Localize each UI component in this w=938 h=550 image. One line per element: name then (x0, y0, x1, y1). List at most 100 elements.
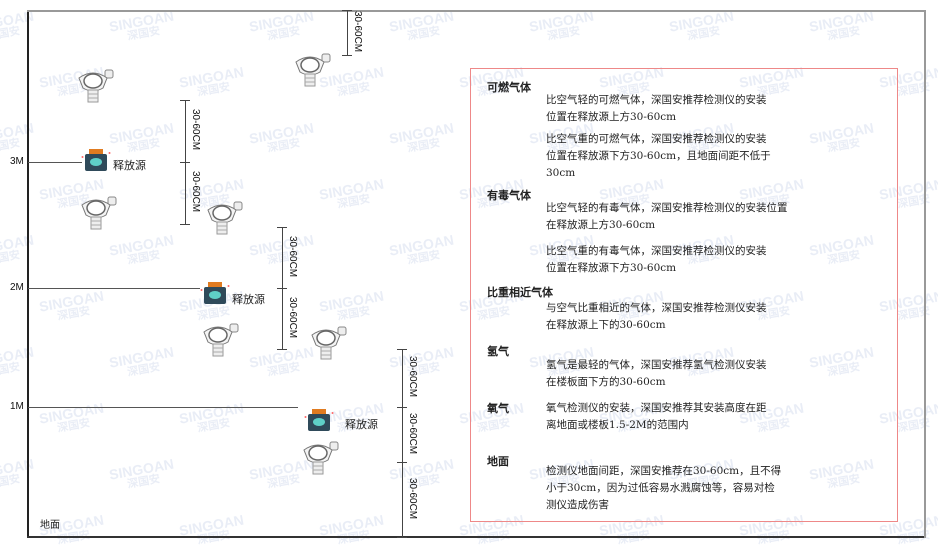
section-title: 比重相近气体 (487, 286, 553, 299)
section-text: 比空气重的可燃气体，深国安推荐检测仪的安装 (546, 133, 767, 145)
dimension-tick (342, 55, 352, 56)
level-2m-line (28, 288, 200, 289)
section-title: 地面 (487, 455, 509, 468)
dimension-tick (277, 227, 287, 228)
release-source-label: 释放源 (345, 418, 378, 431)
dimension-line (185, 100, 186, 162)
level-2m-label: 2M (10, 282, 24, 293)
level-3m-label: 3M (10, 156, 24, 167)
dimension-tick (277, 288, 287, 289)
dimension-tick (342, 10, 352, 11)
gas-detector-icon (300, 440, 342, 480)
release-source-label: 释放源 (232, 293, 265, 306)
section-text: 氢气是最轻的气体，深国安推荐氢气检测仪安装 (546, 359, 767, 371)
dimension-line (347, 10, 348, 55)
gas-detector-icon (204, 200, 246, 240)
level-1m-line (28, 407, 298, 408)
release-source-icon (81, 148, 111, 176)
section-text: 在楼板面下方的30-60cm (546, 376, 666, 388)
section-title: 氢气 (487, 345, 509, 358)
section-text: 比空气轻的有毒气体，深国安推荐检测仪的安装位置 (546, 202, 788, 214)
section-title: 氧气 (487, 402, 509, 415)
section-text: 在释放源上下的30-60cm (546, 319, 666, 331)
dimension-label: 30-60CM (407, 412, 418, 454)
dimension-line (402, 349, 403, 407)
gas-detector-icon (292, 52, 334, 92)
section-text: 位置在释放源上方30-60cm (546, 111, 677, 123)
ceiling-line (27, 10, 925, 12)
floor-line (27, 536, 925, 538)
info-panel: 可燃气体比空气轻的可燃气体，深国安推荐检测仪的安装 位置在释放源上方30-60cm… (470, 68, 898, 522)
release-source-icon (200, 281, 230, 309)
dimension-tick (180, 162, 190, 163)
dimension-label: 30-60CM (190, 171, 201, 213)
section-text: 检测仪地面间距，深国安推荐在30-60cm，且不得 (546, 465, 782, 477)
dimension-tick (397, 462, 407, 463)
dimension-tick (277, 349, 287, 350)
gas-detector-icon (200, 322, 242, 362)
section-title: 有毒气体 (487, 189, 531, 202)
gas-detector-icon (308, 325, 350, 365)
dimension-tick (397, 349, 407, 350)
section-text: 比空气轻的可燃气体，深国安推荐检测仪的安装 (546, 94, 767, 106)
dimension-tick (397, 537, 407, 538)
dimension-line (402, 462, 403, 537)
section-text: 小于30cm，因为过低容易水溅腐蚀等，容易对检 (546, 482, 775, 494)
dimension-tick (180, 100, 190, 101)
gas-detector-icon (75, 68, 117, 108)
section-text: 测仪造成伤害 (546, 499, 609, 511)
dimension-line (282, 288, 283, 349)
ground-label: 地面 (40, 520, 60, 531)
dimension-line (402, 407, 403, 462)
level-3m-line (28, 162, 82, 163)
dimension-label: 30-60CM (190, 109, 201, 151)
dimension-tick (397, 407, 407, 408)
dimension-label: 30-60CM (407, 477, 418, 519)
dimension-label: 30-60CM (352, 10, 363, 52)
section-text: 位置在释放源下方30-60cm (546, 262, 677, 274)
section-title: 可燃气体 (487, 81, 531, 94)
dimension-label: 30-60CM (287, 296, 298, 338)
release-source-label: 释放源 (113, 159, 146, 172)
dimension-line (282, 227, 283, 288)
section-text: 离地面或楼板1.5-2M的范围内 (546, 419, 689, 431)
wall-line (27, 10, 29, 538)
section-text: 与空气比重相近的气体，深国安推荐检测仪安装 (546, 302, 767, 314)
gas-detector-icon (78, 195, 120, 235)
right-wall-line (924, 10, 926, 538)
dimension-line (185, 162, 186, 224)
section-text: 比空气重的有毒气体，深国安推荐检测仪的安装 (546, 245, 767, 257)
dimension-label: 30-60CM (287, 235, 298, 277)
section-text: 30cm (546, 167, 576, 179)
section-text: 氧气检测仪的安装，深国安推荐其安装高度在距 (546, 402, 767, 414)
level-1m-label: 1M (10, 401, 24, 412)
dimension-label: 30-60CM (407, 356, 418, 398)
section-text: 位置在释放源下方30-60cm，且地面间距不低于 (546, 150, 771, 162)
